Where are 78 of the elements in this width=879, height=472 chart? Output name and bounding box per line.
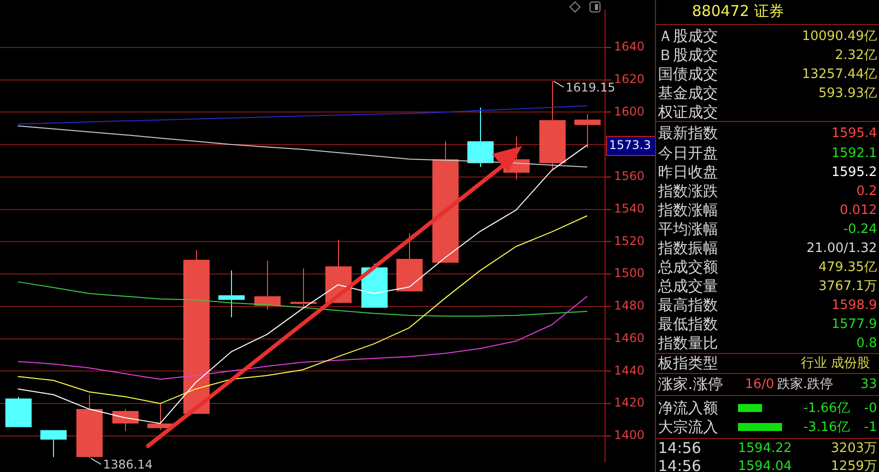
text: 昨日收盘 <box>658 162 718 180</box>
y-tick-label: 1640 <box>614 40 645 54</box>
text: 1577.9 <box>832 316 877 332</box>
candlestick <box>432 140 459 263</box>
candlestick <box>183 250 210 414</box>
y-tick-label: 1480 <box>614 298 645 313</box>
text: 1598.9 <box>832 298 877 312</box>
candlestick <box>396 232 423 292</box>
text: 大宗流入 <box>658 418 718 436</box>
text: 总成交额 <box>658 258 718 276</box>
y-tick-label: 1460 <box>614 330 645 345</box>
text: 指数涨跌 <box>658 182 718 200</box>
text: 16/0 <box>745 376 774 392</box>
text: 21.00/1.32 <box>806 240 877 256</box>
text: 33 <box>860 376 877 392</box>
text: 2.32亿 <box>835 48 877 62</box>
y-tick-label: 1400 <box>614 428 645 442</box>
text: 最高指数 <box>658 296 718 314</box>
candlestick <box>218 270 245 318</box>
text: 1573.3 <box>609 138 651 152</box>
annotation: 1386.14 <box>102 457 153 472</box>
text: -3.16亿 <box>803 420 850 434</box>
text: 行业 成份股 <box>800 356 870 370</box>
candlestick <box>76 394 103 459</box>
text: -1 <box>864 420 877 434</box>
text: 净流入额 <box>658 398 718 416</box>
text: 基金成交 <box>658 84 718 102</box>
text: 今日开盘 <box>658 144 718 162</box>
text: 指数涨幅 <box>658 200 718 218</box>
text: -0.24 <box>843 222 877 236</box>
text: -1.66亿 <box>803 400 850 416</box>
candlestick <box>5 396 32 428</box>
text: 1259万 <box>830 458 877 472</box>
text: Ｂ股成交 <box>658 46 718 64</box>
text: Ａ股成交 <box>658 26 718 44</box>
text: 479.35亿 <box>818 260 877 274</box>
text: 3767.1万 <box>818 278 877 294</box>
y-tick-label: 1420 <box>614 396 645 410</box>
text: 13257.44亿 <box>802 66 877 82</box>
text: 权证成交 <box>658 102 718 120</box>
candlestick <box>290 268 317 308</box>
text: 1594.04 <box>738 458 792 472</box>
y-tick-label: 1540 <box>614 201 645 216</box>
candlestick <box>112 408 139 432</box>
text: 1594.22 <box>738 440 792 456</box>
candlestick <box>40 430 67 458</box>
y-tick-label: 1560 <box>614 169 645 184</box>
y-tick-label: 1620 <box>614 72 645 86</box>
text: 1595.4 <box>832 126 877 140</box>
text: 10090.49亿 <box>802 28 877 44</box>
text: 最新指数 <box>658 124 718 142</box>
text: 平均涨幅 <box>658 220 718 238</box>
y-tick-label: 1440 <box>614 363 645 378</box>
text: 1595.2 <box>832 164 877 180</box>
text: 板指类型 <box>658 354 718 372</box>
text: 总成交量 <box>658 276 718 294</box>
text: 指数振幅 <box>658 238 718 256</box>
candlestick <box>254 260 281 310</box>
text: 3203万 <box>830 440 877 456</box>
text: 0.2 <box>856 184 877 198</box>
text: 跌家.跌停 <box>777 376 834 392</box>
candlestick <box>574 113 601 148</box>
text: 1592.1 <box>832 146 877 160</box>
text: 14:56 <box>658 438 702 456</box>
text: 593.93亿 <box>818 86 877 100</box>
text: 0.012 <box>840 202 877 218</box>
text: 最低指数 <box>658 314 718 332</box>
candlestick <box>467 107 494 168</box>
text: -0 <box>864 400 877 416</box>
text: 14:56 <box>658 456 702 472</box>
y-tick-label: 1500 <box>614 266 645 280</box>
text: 涨家.涨停 <box>658 374 723 392</box>
text: 0.8 <box>856 336 877 350</box>
text: 880472 证券 <box>692 2 784 20</box>
text: 国债成交 <box>658 64 718 82</box>
text: 指数量比 <box>658 334 718 352</box>
y-tick-label: 1520 <box>614 234 645 248</box>
y-tick-label: 1600 <box>614 104 645 118</box>
